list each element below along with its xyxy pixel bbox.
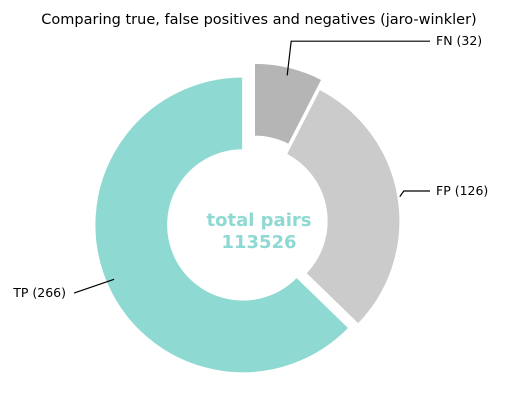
leader-line-fn <box>286 40 430 76</box>
leader-line-fp <box>399 190 430 198</box>
slice-label-fp: FP (126) <box>436 183 488 198</box>
slices-group <box>94 62 401 374</box>
slice-label-tp: TP (266) <box>12 285 66 300</box>
center-label-line1: total pairs <box>207 210 312 231</box>
slice-tp <box>94 76 350 374</box>
slice-fp <box>285 88 401 326</box>
slice-label-fn: FN (32) <box>436 33 482 48</box>
slice-labels-group: FN (32) FP (126) TP (266) <box>12 33 488 300</box>
center-label-line2: 113526 <box>221 232 296 253</box>
leader-line-tp <box>73 278 115 294</box>
chart-title: Comparing true, false positives and nega… <box>41 12 476 28</box>
slice-fn <box>253 62 323 146</box>
